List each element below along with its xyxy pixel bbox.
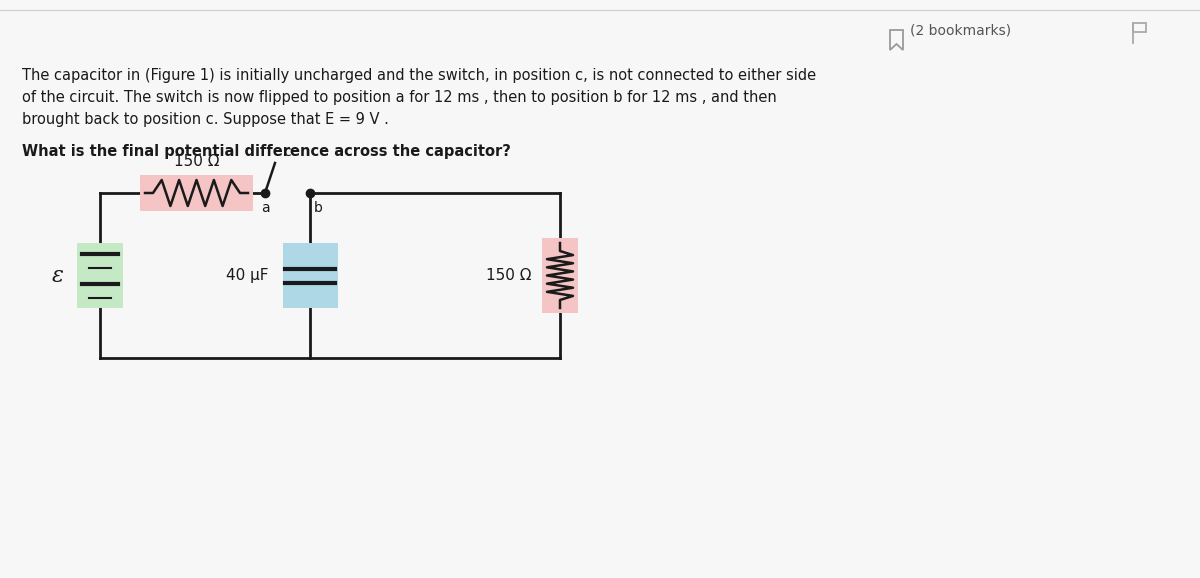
Text: ε: ε <box>52 265 64 287</box>
Text: b: b <box>314 201 323 215</box>
Text: The capacitor in (Figure 1) is initially uncharged and the switch, in position c: The capacitor in (Figure 1) is initially… <box>22 68 816 83</box>
Text: c: c <box>283 145 290 159</box>
Text: 150 Ω: 150 Ω <box>174 154 220 169</box>
Text: brought back to position c. Suppose that E = 9 V .: brought back to position c. Suppose that… <box>22 112 389 127</box>
Text: (2 bookmarks): (2 bookmarks) <box>910 23 1012 37</box>
Bar <box>282 243 337 308</box>
Text: of the circuit. The switch is now flipped to position a for 12 ms , then to posi: of the circuit. The switch is now flippe… <box>22 90 776 105</box>
Text: 40 μF: 40 μF <box>226 268 268 283</box>
Text: 150 Ω: 150 Ω <box>486 268 532 283</box>
Bar <box>77 243 124 308</box>
Bar <box>542 238 578 313</box>
Bar <box>140 175 253 211</box>
Text: a: a <box>260 201 269 215</box>
Text: What is the final potential difference across the capacitor?: What is the final potential difference a… <box>22 144 511 159</box>
